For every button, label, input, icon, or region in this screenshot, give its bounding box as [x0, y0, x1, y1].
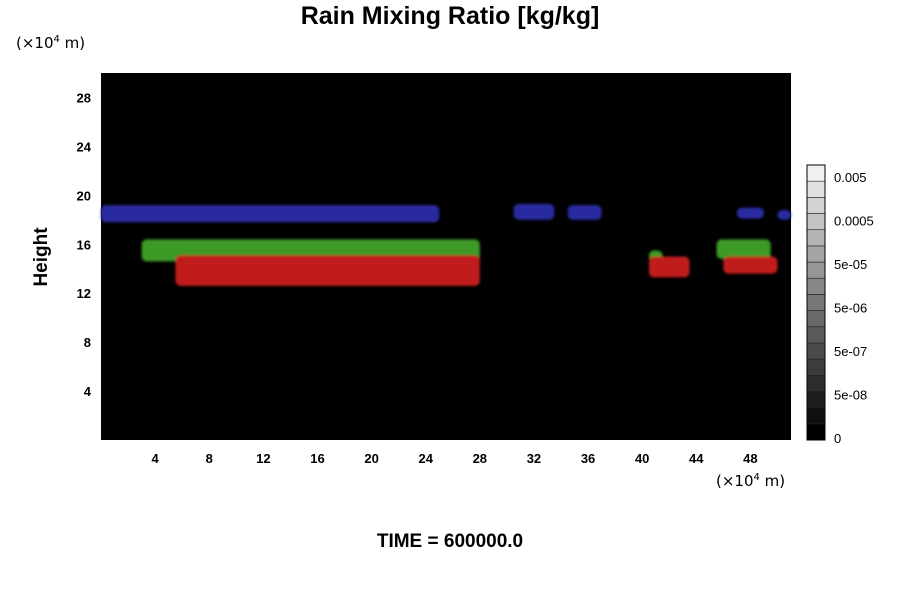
colorbar-label: 5e-05	[834, 257, 867, 272]
rain-region	[567, 205, 602, 220]
rain-region	[777, 210, 791, 220]
x-tick-label: 24	[418, 451, 433, 466]
colorbar-label: 5e-07	[834, 344, 867, 359]
colorbar-swatch	[806, 180, 826, 198]
x-tick-label: 44	[689, 451, 704, 466]
colorbar-label: 0.0005	[834, 214, 874, 229]
rain-region	[175, 255, 480, 286]
x-tick-label: 36	[581, 451, 595, 466]
y-tick-label: 20	[77, 188, 91, 203]
x-tick-label: 4	[152, 451, 160, 466]
rain-region	[648, 256, 690, 278]
colorbar-swatch	[806, 261, 826, 279]
colorbar-swatch	[806, 294, 826, 311]
colorbar-swatch	[806, 164, 826, 182]
x-tick-labels: 4 8 12 16 20 24 28 32 36 40 44 48	[152, 451, 758, 466]
y-tick-labels: 4 8 12 16 20 24 28	[77, 90, 92, 399]
colorbar-swatch	[806, 407, 826, 425]
x-tick-label: 28	[473, 451, 487, 466]
colorbar-swatch	[806, 342, 826, 360]
x-tick-label: 32	[527, 451, 541, 466]
colorbar-swatch	[806, 374, 826, 392]
colorbar-swatch	[806, 423, 826, 441]
x-tick-label: 12	[256, 451, 270, 466]
x-tick-label: 16	[310, 451, 324, 466]
colorbar-swatch	[806, 229, 826, 247]
colorbar-swatch	[806, 391, 826, 408]
rain-region	[101, 205, 440, 223]
colorbar: 0.005 0.0005 5e-05 5e-06 5e-07 5e-08 0	[806, 164, 874, 446]
y-unit-label: (×104 m)	[16, 34, 86, 52]
colorbar-frame	[806, 164, 826, 441]
x-tick-label: 48	[743, 451, 757, 466]
chart-title: Rain Mixing Ratio [kg/kg]	[300, 2, 600, 30]
x-tick-label: 8	[206, 451, 213, 466]
rain-region	[736, 207, 764, 219]
y-tick-label: 24	[77, 139, 92, 154]
colorbar-label: 0.005	[834, 170, 867, 185]
colorbar-swatch	[806, 358, 826, 376]
colorbar-swatch	[806, 310, 826, 328]
colorbar-label: 0	[834, 431, 841, 446]
x-unit-label: (×104 m)	[716, 472, 786, 490]
y-tick-label: 4	[84, 384, 92, 399]
time-label: TIME = 600000.0	[376, 531, 524, 552]
colorbar-swatch	[806, 277, 826, 295]
rain-region	[716, 239, 771, 259]
y-tick-label: 8	[84, 335, 91, 350]
y-tick-label: 28	[77, 90, 91, 105]
colorbar-label: 5e-06	[834, 301, 867, 316]
data-regions	[101, 203, 791, 286]
x-tick-label: 40	[635, 451, 649, 466]
colorbar-label: 5e-08	[834, 388, 867, 403]
colorbar-swatch	[806, 197, 826, 214]
x-tick-label: 20	[364, 451, 378, 466]
y-tick-label: 16	[77, 237, 91, 252]
y-tick-label: 12	[77, 286, 91, 301]
colorbar-swatch	[806, 213, 826, 231]
colorbar-swatch	[806, 245, 826, 263]
rain-region	[513, 203, 555, 220]
colorbar-swatch	[806, 326, 826, 344]
rain-region	[723, 256, 778, 274]
